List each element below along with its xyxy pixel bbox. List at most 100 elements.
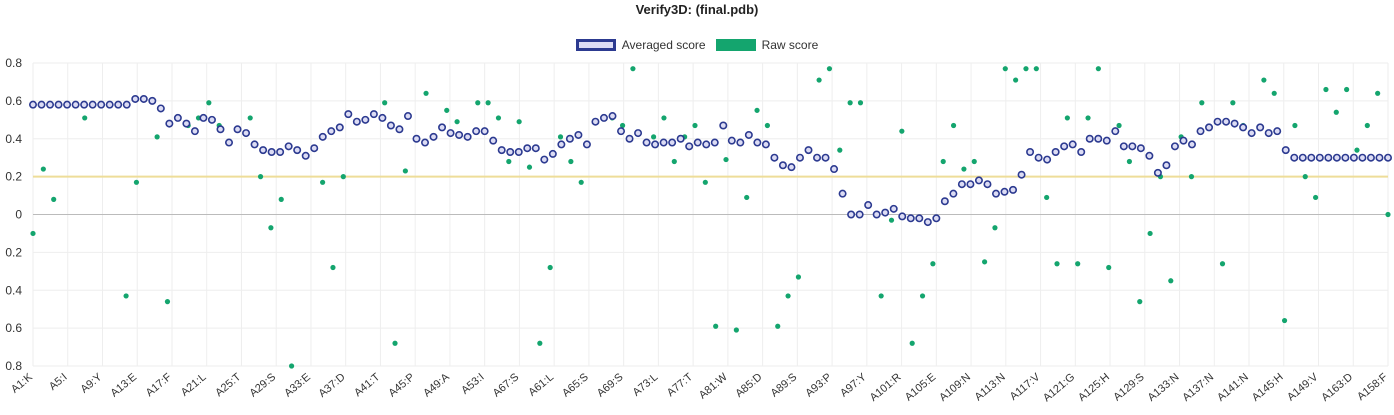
averaged-score-point[interactable] — [105, 100, 114, 109]
averaged-score-point[interactable] — [335, 123, 344, 132]
averaged-score-point[interactable] — [1196, 127, 1205, 136]
raw-score-point[interactable] — [1116, 122, 1122, 129]
raw-score-point[interactable] — [919, 293, 926, 299]
raw-score-point[interactable] — [1281, 317, 1288, 324]
raw-score-point[interactable] — [516, 119, 522, 125]
averaged-score-point[interactable] — [531, 144, 540, 153]
averaged-score-point[interactable] — [659, 138, 668, 147]
averaged-score-point[interactable] — [915, 214, 924, 223]
raw-score-point[interactable] — [485, 100, 491, 106]
averaged-score-point[interactable] — [1384, 153, 1393, 162]
averaged-score-point[interactable] — [412, 134, 421, 143]
raw-score-point[interactable] — [1064, 115, 1070, 121]
averaged-score-point[interactable] — [63, 100, 72, 109]
averaged-score-point[interactable] — [1068, 140, 1077, 149]
raw-score-point[interactable] — [888, 217, 895, 223]
averaged-score-point[interactable] — [599, 113, 608, 122]
averaged-score-point[interactable] — [327, 127, 336, 136]
raw-score-point[interactable] — [1292, 122, 1298, 129]
averaged-score-point[interactable] — [80, 100, 89, 109]
averaged-score-point[interactable] — [455, 130, 464, 139]
raw-score-point[interactable] — [1271, 90, 1277, 96]
raw-score-point[interactable] — [123, 293, 129, 299]
averaged-score-point[interactable] — [685, 142, 694, 151]
averaged-score-point[interactable] — [1034, 153, 1043, 162]
raw-score-point[interactable] — [816, 77, 822, 83]
raw-score-point[interactable] — [1002, 66, 1008, 72]
raw-score-point[interactable] — [619, 122, 626, 129]
averaged-score-point[interactable] — [250, 140, 259, 149]
averaged-score-point[interactable] — [1349, 153, 1358, 162]
raw-score-point[interactable] — [382, 100, 388, 106]
averaged-score-point[interactable] — [1128, 142, 1137, 151]
averaged-score-point[interactable] — [1307, 153, 1316, 162]
averaged-score-point[interactable] — [940, 197, 949, 206]
raw-score-point[interactable] — [692, 122, 698, 129]
raw-score-point[interactable] — [454, 119, 460, 125]
raw-score-point[interactable] — [1333, 109, 1339, 115]
averaged-score-point[interactable] — [957, 180, 966, 189]
averaged-score-point[interactable] — [1179, 136, 1188, 145]
averaged-score-point[interactable] — [352, 117, 361, 126]
raw-score-point[interactable] — [164, 299, 171, 305]
raw-score-point[interactable] — [1385, 211, 1391, 218]
raw-score-point[interactable] — [1261, 77, 1267, 83]
averaged-score-point[interactable] — [719, 121, 728, 130]
raw-score-point[interactable] — [982, 259, 988, 265]
raw-score-point[interactable] — [1137, 299, 1143, 305]
raw-score-point[interactable] — [1344, 86, 1350, 93]
averaged-score-point[interactable] — [207, 115, 216, 124]
averaged-score-point[interactable] — [753, 138, 762, 147]
raw-score-point[interactable] — [1044, 194, 1050, 201]
averaged-score-point[interactable] — [974, 176, 983, 185]
averaged-score-point[interactable] — [1298, 153, 1307, 162]
raw-score-point[interactable] — [826, 66, 833, 72]
averaged-score-point[interactable] — [190, 127, 199, 136]
averaged-score-point[interactable] — [710, 138, 719, 147]
averaged-score-point[interactable] — [114, 100, 123, 109]
raw-score-point[interactable] — [51, 196, 57, 202]
raw-score-point[interactable] — [1168, 278, 1174, 284]
averaged-score-point[interactable] — [1077, 148, 1086, 157]
averaged-score-point[interactable] — [651, 140, 660, 149]
raw-score-point[interactable] — [702, 179, 708, 185]
averaged-score-point[interactable] — [540, 155, 549, 164]
averaged-score-point[interactable] — [199, 113, 208, 122]
averaged-score-point[interactable] — [1017, 170, 1026, 179]
raw-score-point[interactable] — [526, 164, 533, 170]
averaged-score-point[interactable] — [182, 119, 191, 128]
raw-score-point[interactable] — [288, 363, 295, 369]
averaged-score-point[interactable] — [276, 148, 285, 157]
averaged-score-point[interactable] — [855, 210, 864, 219]
averaged-score-point[interactable] — [830, 165, 839, 174]
raw-score-point[interactable] — [1302, 174, 1308, 180]
averaged-score-point[interactable] — [625, 134, 634, 143]
legend-item-raw[interactable]: Raw score — [715, 38, 818, 52]
raw-score-point[interactable] — [1219, 261, 1226, 267]
averaged-score-point[interactable] — [991, 189, 1000, 198]
raw-score-point[interactable] — [899, 128, 905, 134]
raw-score-point[interactable] — [837, 147, 843, 153]
averaged-score-point[interactable] — [463, 132, 472, 141]
raw-score-point[interactable] — [909, 340, 915, 346]
averaged-score-point[interactable] — [148, 96, 157, 105]
averaged-score-point[interactable] — [642, 138, 651, 147]
averaged-score-point[interactable] — [565, 134, 574, 143]
averaged-score-point[interactable] — [548, 149, 557, 158]
averaged-score-point[interactable] — [97, 100, 106, 109]
raw-score-point[interactable] — [495, 115, 502, 121]
averaged-score-point[interactable] — [28, 100, 37, 109]
averaged-score-point[interactable] — [1094, 134, 1103, 143]
raw-score-point[interactable] — [630, 66, 636, 72]
raw-score-point[interactable] — [1354, 147, 1360, 153]
raw-score-point[interactable] — [961, 166, 967, 172]
raw-score-point[interactable] — [1188, 174, 1195, 180]
raw-score-point[interactable] — [444, 107, 450, 113]
averaged-score-point[interactable] — [983, 180, 992, 189]
averaged-score-point[interactable] — [813, 153, 822, 162]
averaged-score-point[interactable] — [676, 134, 685, 143]
raw-score-point[interactable] — [278, 196, 284, 202]
averaged-score-point[interactable] — [1366, 153, 1375, 162]
raw-score-point[interactable] — [930, 261, 936, 267]
raw-score-point[interactable] — [340, 174, 346, 180]
